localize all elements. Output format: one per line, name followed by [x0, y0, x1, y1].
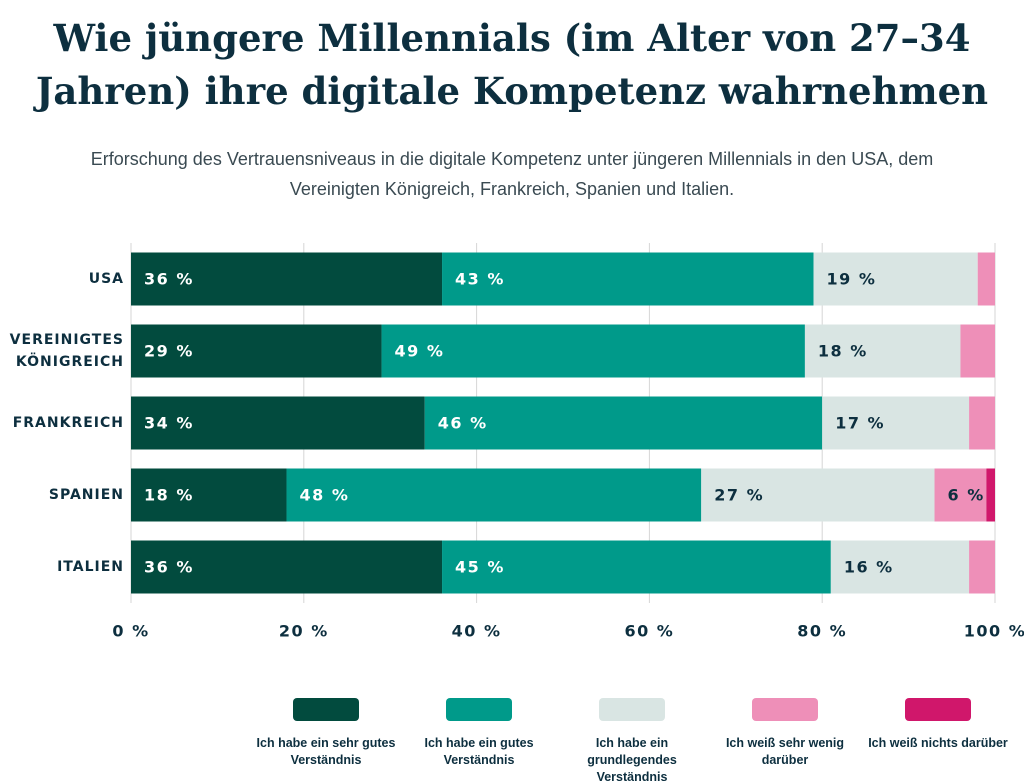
category-label: VEREINIGTES KÖNIGREICH [9, 332, 124, 370]
bar-segment [813, 252, 978, 306]
bar-segment [131, 468, 287, 522]
data-label: 17 % [835, 414, 885, 433]
legend-swatch [752, 698, 818, 721]
data-label: 19 % [827, 270, 877, 289]
data-label: 48 % [300, 486, 350, 505]
bar-segment [960, 324, 995, 378]
legend-label: Ich weiß nichts darüber [868, 736, 1008, 750]
x-tick-label: 40 % [452, 622, 502, 641]
data-label: 18 % [144, 486, 194, 505]
bar-segment [822, 396, 970, 450]
legend-label: Ich habe ein grundlegendes Verständnis [587, 736, 677, 783]
bar-segment [442, 540, 831, 594]
data-label: 46 % [438, 414, 488, 433]
category-label: USA [88, 271, 124, 287]
bar-segment [804, 324, 961, 378]
bar-segment [131, 324, 382, 378]
bar-segment [934, 468, 987, 522]
bar-segment [381, 324, 805, 378]
legend-swatch [293, 698, 359, 721]
bar-segment [131, 396, 425, 450]
chart-subtitle: Erforschung des Vertrauensniveaus in die… [90, 149, 934, 199]
bar-segment [969, 540, 995, 594]
data-label: 34 % [144, 414, 194, 433]
x-tick-label: 100 % [964, 622, 1024, 641]
bar-segment [442, 252, 814, 306]
x-tick-label: 80 % [797, 622, 847, 641]
bar-segment [969, 396, 995, 450]
data-label: 16 % [844, 558, 894, 577]
legend-swatch [905, 698, 971, 721]
bar-segment [830, 540, 970, 594]
bar-segment [131, 540, 443, 594]
data-label: 6 % [948, 486, 985, 505]
bar-segment [286, 468, 702, 522]
bar-segment [131, 252, 443, 306]
legend-label: Ich weiß sehr wenig darüber [725, 736, 845, 767]
bar-segment [701, 468, 935, 522]
x-tick-label: 60 % [624, 622, 674, 641]
bar-segment [986, 468, 995, 522]
data-label: 29 % [144, 342, 194, 361]
chart-title: Wie jüngere Millennials (im Alter von 27… [35, 16, 989, 113]
legend-swatch [446, 698, 512, 721]
category-label: ITALIEN [57, 559, 124, 575]
data-label: 36 % [144, 558, 194, 577]
data-label: 49 % [395, 342, 445, 361]
category-label: FRANKREICH [12, 415, 124, 431]
legend-swatch [599, 698, 665, 721]
x-tick-label: 20 % [279, 622, 329, 641]
bar-segment [977, 252, 995, 306]
legend-label: Ich habe ein sehr gutes Verständnis [256, 736, 396, 767]
data-label: 45 % [455, 558, 505, 577]
x-tick-label: 0 % [112, 622, 149, 641]
data-label: 18 % [818, 342, 868, 361]
category-label: SPANIEN [48, 487, 124, 503]
bar-segment [424, 396, 823, 450]
data-label: 36 % [144, 270, 194, 289]
data-label: 43 % [455, 270, 505, 289]
data-label: 27 % [714, 486, 764, 505]
legend-label: Ich habe ein gutes Verständnis [424, 736, 534, 767]
